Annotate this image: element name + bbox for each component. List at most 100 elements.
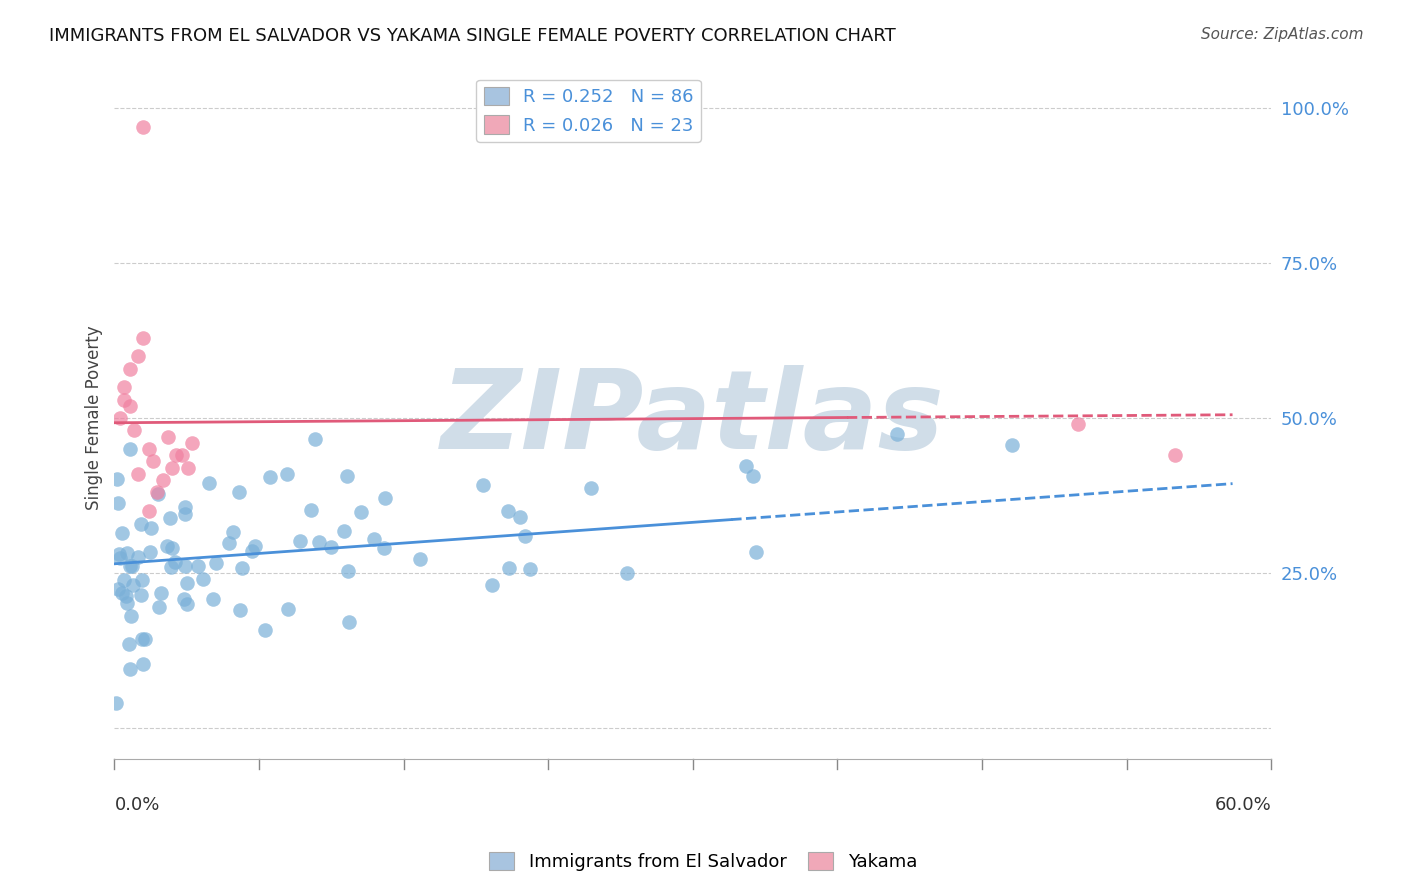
Point bbox=[127, 467, 149, 481]
Point bbox=[581, 481, 603, 495]
Point bbox=[319, 540, 342, 554]
Text: 0.0%: 0.0% bbox=[114, 797, 160, 814]
Point bbox=[160, 560, 183, 574]
Point bbox=[129, 588, 152, 602]
Point bbox=[129, 517, 152, 532]
Point bbox=[228, 485, 250, 500]
Point bbox=[187, 558, 209, 573]
Point bbox=[363, 533, 385, 547]
Point bbox=[276, 467, 298, 481]
Point bbox=[173, 500, 195, 515]
Point bbox=[108, 411, 131, 425]
Point bbox=[138, 545, 160, 559]
Point bbox=[131, 574, 153, 588]
Point bbox=[160, 541, 183, 555]
Point bbox=[201, 592, 224, 607]
Point bbox=[118, 662, 141, 676]
Point bbox=[173, 507, 195, 521]
Point bbox=[205, 557, 228, 571]
Point bbox=[218, 536, 240, 550]
Point bbox=[231, 561, 253, 575]
Point bbox=[1067, 417, 1090, 432]
Point bbox=[118, 637, 141, 651]
Point bbox=[138, 504, 160, 518]
Point bbox=[121, 558, 143, 573]
Point bbox=[132, 330, 155, 344]
Point bbox=[1001, 438, 1024, 452]
Legend: R = 0.252   N = 86, R = 0.026   N = 23: R = 0.252 N = 86, R = 0.026 N = 23 bbox=[477, 79, 702, 142]
Point bbox=[131, 632, 153, 647]
Point bbox=[142, 454, 165, 468]
Point bbox=[146, 487, 169, 501]
Point bbox=[120, 608, 142, 623]
Point bbox=[120, 442, 142, 456]
Point bbox=[745, 545, 768, 559]
Point bbox=[222, 525, 245, 540]
Point bbox=[304, 432, 326, 446]
Point bbox=[498, 561, 520, 575]
Point bbox=[374, 491, 396, 505]
Point bbox=[105, 472, 128, 486]
Point bbox=[165, 555, 187, 569]
Point bbox=[105, 696, 128, 710]
Point bbox=[108, 550, 131, 565]
Point bbox=[170, 448, 193, 462]
Point bbox=[193, 572, 215, 586]
Point bbox=[148, 599, 170, 614]
Point bbox=[515, 529, 537, 543]
Point bbox=[472, 478, 495, 492]
Point bbox=[337, 615, 360, 630]
Point bbox=[115, 590, 138, 604]
Point bbox=[117, 596, 139, 610]
Text: ZIPatlas: ZIPatlas bbox=[441, 365, 945, 472]
Point bbox=[152, 473, 174, 487]
Point bbox=[228, 602, 250, 616]
Point bbox=[112, 392, 135, 407]
Point bbox=[112, 380, 135, 394]
Point bbox=[409, 551, 432, 566]
Point bbox=[127, 349, 149, 363]
Point bbox=[156, 539, 179, 553]
Point bbox=[146, 485, 169, 500]
Point bbox=[509, 510, 531, 524]
Point bbox=[108, 548, 131, 562]
Point bbox=[1163, 448, 1185, 462]
Point bbox=[159, 511, 181, 525]
Point bbox=[118, 361, 141, 376]
Point bbox=[107, 496, 129, 510]
Point bbox=[150, 586, 173, 600]
Point bbox=[337, 564, 360, 578]
Point bbox=[180, 436, 202, 450]
Point bbox=[110, 525, 132, 540]
Point bbox=[481, 578, 503, 592]
Point bbox=[288, 533, 311, 548]
Point bbox=[117, 546, 139, 560]
Point bbox=[176, 576, 198, 591]
Text: IMMIGRANTS FROM EL SALVADOR VS YAKAMA SINGLE FEMALE POVERTY CORRELATION CHART: IMMIGRANTS FROM EL SALVADOR VS YAKAMA SI… bbox=[49, 27, 896, 45]
Point bbox=[118, 399, 141, 413]
Point bbox=[121, 578, 143, 592]
Point bbox=[332, 524, 354, 538]
Point bbox=[132, 657, 155, 672]
Legend: Immigrants from El Salvador, Yakama: Immigrants from El Salvador, Yakama bbox=[482, 845, 924, 879]
Point bbox=[122, 424, 145, 438]
Text: Source: ZipAtlas.com: Source: ZipAtlas.com bbox=[1201, 27, 1364, 42]
Point bbox=[138, 442, 160, 456]
Y-axis label: Single Female Poverty: Single Female Poverty bbox=[86, 326, 103, 510]
Point bbox=[174, 558, 197, 573]
Point bbox=[139, 521, 162, 535]
Point bbox=[127, 550, 149, 565]
Point bbox=[132, 120, 155, 134]
Point bbox=[308, 534, 330, 549]
Point bbox=[198, 476, 221, 491]
Point bbox=[176, 460, 198, 475]
Point bbox=[118, 559, 141, 574]
Text: 60.0%: 60.0% bbox=[1215, 797, 1271, 814]
Point bbox=[886, 426, 908, 441]
Point bbox=[350, 505, 373, 519]
Point bbox=[373, 541, 395, 555]
Point bbox=[735, 458, 758, 473]
Point bbox=[299, 503, 322, 517]
Point bbox=[162, 460, 184, 475]
Point bbox=[176, 597, 198, 611]
